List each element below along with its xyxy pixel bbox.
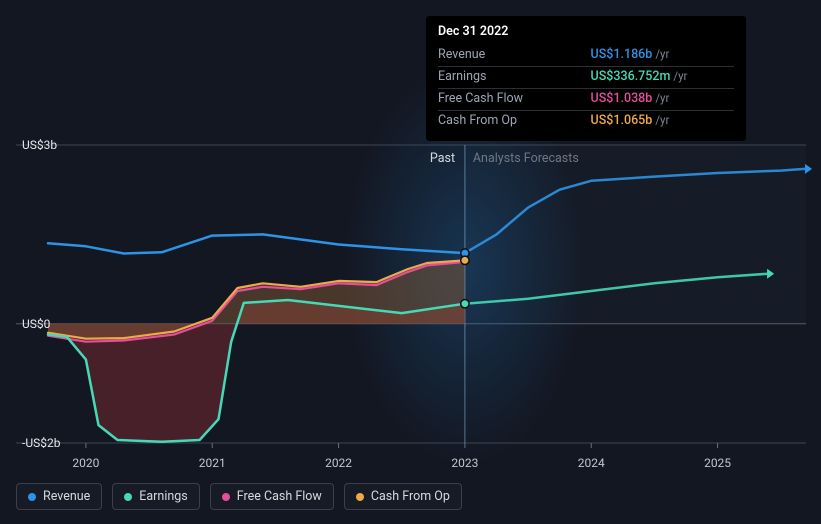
chart-tooltip: Dec 31 2022 Revenue US$1.186b/yr Earning… [426,16,746,141]
legend-dot-icon [28,493,36,501]
x-tick-label: 2020 [72,456,99,470]
tooltip-table: Revenue US$1.186b/yr Earnings US$336.752… [438,45,734,132]
x-tick-label: 2021 [199,456,226,470]
tooltip-row-value-cell: US$1.038b/yr [591,88,734,110]
legend-item-earnings[interactable]: Earnings [112,483,199,510]
legend-item-revenue[interactable]: Revenue [16,483,102,510]
x-tick-label: 2025 [704,456,731,470]
y-tick-label: US$3b [22,138,57,152]
section-label-past: Past [430,151,455,166]
tooltip-date: Dec 31 2022 [438,24,734,41]
tooltip-row-value: US$1.186b [591,47,653,62]
legend-item-cash-from-op[interactable]: Cash From Op [344,483,462,510]
legend-dot-icon [124,493,132,501]
legend-item-free-cash-flow[interactable]: Free Cash Flow [210,483,334,510]
tooltip-row-unit: /yr [652,113,669,127]
tooltip-row-label: Free Cash Flow [438,88,591,110]
legend-item-label: Cash From Op [371,489,450,504]
tooltip-row: Earnings US$336.752m/yr [438,66,734,88]
x-tick-label: 2024 [578,456,605,470]
tooltip-row-label: Cash From Op [438,110,591,131]
tooltip-row-unit: /yr [652,47,669,61]
tooltip-row: Cash From Op US$1.065b/yr [438,110,734,131]
legend-item-label: Revenue [43,489,90,504]
tooltip-row-label: Revenue [438,45,591,66]
y-tick-label: -US$2b [22,436,60,450]
tooltip-row-unit: /yr [652,91,669,105]
tooltip-row-value-cell: US$1.065b/yr [591,110,734,131]
x-tick-label: 2022 [325,456,352,470]
earnings-revenue-chart: US$3b US$0 -US$2b Past Analysts Forecast… [0,0,821,524]
tooltip-row-value: US$1.065b [591,113,653,128]
tooltip-row-label: Earnings [438,66,591,88]
tooltip-row-value-cell: US$336.752m/yr [591,66,734,88]
section-label-forecast: Analysts Forecasts [473,151,579,166]
tooltip-row-value-cell: US$1.186b/yr [591,45,734,66]
legend-item-label: Free Cash Flow [237,489,322,504]
tooltip-row-value: US$1.038b [591,91,653,106]
y-tick-label: US$0 [22,317,50,331]
tooltip-row-unit: /yr [670,69,687,83]
tooltip-row-value: US$336.752m [591,69,671,84]
tooltip-row: Revenue US$1.186b/yr [438,45,734,66]
legend-dot-icon [356,493,364,501]
tooltip-row: Free Cash Flow US$1.038b/yr [438,88,734,110]
legend-item-label: Earnings [139,489,187,504]
legend-dot-icon [222,493,230,501]
legend: Revenue Earnings Free Cash Flow Cash Fro… [16,483,462,510]
x-tick-label: 2023 [451,456,478,470]
